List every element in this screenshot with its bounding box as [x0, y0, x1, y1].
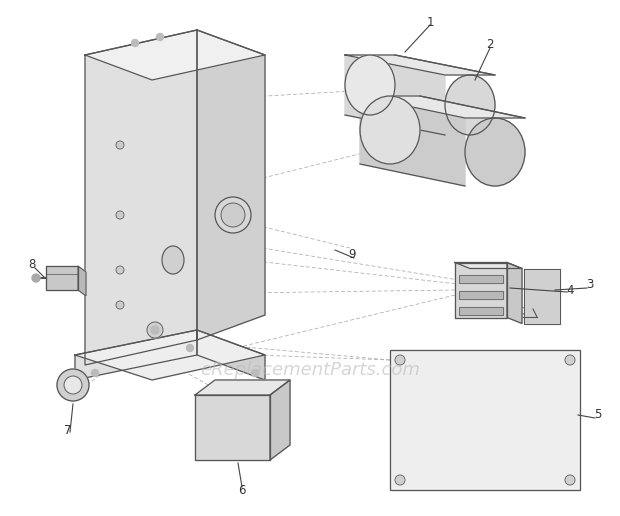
Circle shape	[221, 203, 245, 227]
Circle shape	[395, 355, 405, 365]
Polygon shape	[507, 263, 522, 324]
Ellipse shape	[162, 246, 184, 274]
Polygon shape	[195, 395, 270, 460]
Circle shape	[395, 475, 405, 485]
Circle shape	[116, 211, 124, 219]
Circle shape	[131, 40, 138, 46]
Circle shape	[147, 322, 163, 338]
Ellipse shape	[465, 118, 525, 186]
Polygon shape	[390, 350, 580, 490]
Polygon shape	[360, 96, 525, 118]
Polygon shape	[360, 96, 465, 186]
Text: 1: 1	[427, 15, 434, 28]
Polygon shape	[459, 291, 503, 298]
Polygon shape	[85, 30, 197, 365]
Polygon shape	[459, 275, 503, 282]
Ellipse shape	[345, 55, 395, 115]
Polygon shape	[524, 268, 560, 324]
Polygon shape	[345, 55, 495, 75]
Circle shape	[116, 141, 124, 149]
Text: eReplacementParts.com: eReplacementParts.com	[200, 361, 420, 379]
Circle shape	[151, 326, 159, 334]
Polygon shape	[459, 307, 503, 314]
Text: 5: 5	[595, 409, 601, 422]
Circle shape	[116, 301, 124, 309]
Circle shape	[92, 369, 99, 377]
Polygon shape	[75, 330, 197, 380]
Text: 3: 3	[587, 279, 594, 292]
Circle shape	[156, 34, 164, 40]
Circle shape	[187, 345, 193, 351]
Polygon shape	[46, 266, 78, 290]
Polygon shape	[85, 30, 265, 80]
Polygon shape	[195, 380, 290, 395]
Circle shape	[252, 369, 259, 377]
Text: 9: 9	[348, 249, 356, 262]
Polygon shape	[270, 380, 290, 460]
Text: 8: 8	[29, 259, 36, 271]
Ellipse shape	[445, 75, 495, 135]
Text: 2: 2	[486, 39, 494, 52]
Circle shape	[116, 266, 124, 274]
Circle shape	[32, 274, 40, 282]
Circle shape	[64, 376, 82, 394]
Text: 7: 7	[64, 424, 72, 437]
Ellipse shape	[360, 96, 420, 164]
Polygon shape	[197, 330, 265, 380]
Polygon shape	[455, 263, 522, 268]
Polygon shape	[78, 266, 86, 296]
Circle shape	[57, 369, 89, 401]
Text: 6: 6	[238, 483, 246, 496]
Polygon shape	[197, 30, 265, 340]
Text: 4: 4	[566, 283, 574, 297]
Polygon shape	[75, 330, 265, 380]
Polygon shape	[455, 263, 507, 317]
Circle shape	[565, 475, 575, 485]
Circle shape	[215, 197, 251, 233]
Polygon shape	[345, 55, 445, 135]
Circle shape	[565, 355, 575, 365]
